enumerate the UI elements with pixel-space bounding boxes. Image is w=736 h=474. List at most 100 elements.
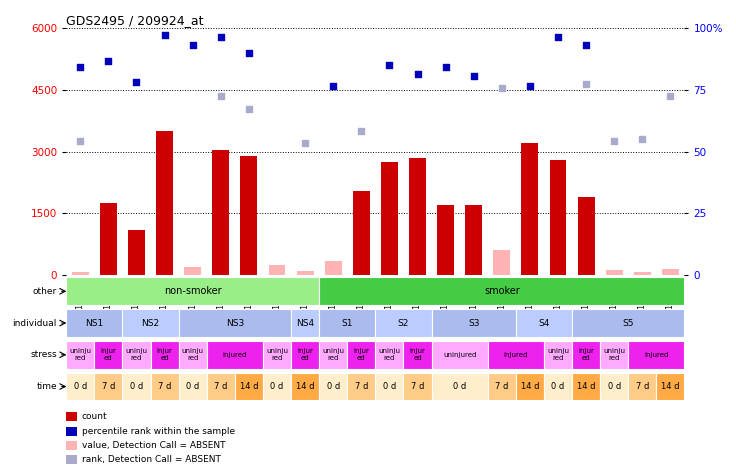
FancyBboxPatch shape xyxy=(488,373,516,401)
Text: uninju
red: uninju red xyxy=(182,348,204,361)
Text: count: count xyxy=(82,412,107,421)
Point xyxy=(74,64,86,71)
FancyBboxPatch shape xyxy=(572,341,600,369)
Bar xyxy=(606,270,623,275)
Text: rank, Detection Call = ABSENT: rank, Detection Call = ABSENT xyxy=(82,455,221,464)
Text: 0 d: 0 d xyxy=(186,382,199,391)
FancyBboxPatch shape xyxy=(179,373,207,401)
Text: 14 d: 14 d xyxy=(577,382,595,391)
Bar xyxy=(213,150,229,275)
FancyBboxPatch shape xyxy=(319,309,375,337)
Text: smoker: smoker xyxy=(484,286,520,296)
Point xyxy=(328,82,339,90)
Text: 0 d: 0 d xyxy=(551,382,565,391)
Text: uninju
red: uninju red xyxy=(322,348,344,361)
Point xyxy=(496,84,508,92)
Text: 14 d: 14 d xyxy=(661,382,679,391)
Text: 7 d: 7 d xyxy=(636,382,649,391)
FancyBboxPatch shape xyxy=(516,373,544,401)
Bar xyxy=(353,191,369,275)
Point xyxy=(215,33,227,40)
Point xyxy=(580,41,592,49)
Bar xyxy=(493,250,510,275)
Text: injur
ed: injur ed xyxy=(297,348,313,361)
FancyBboxPatch shape xyxy=(375,373,403,401)
Point xyxy=(159,31,171,38)
Text: S3: S3 xyxy=(468,319,479,328)
Text: 14 d: 14 d xyxy=(240,382,258,391)
FancyBboxPatch shape xyxy=(291,373,319,401)
Text: uninju
red: uninju red xyxy=(126,348,147,361)
Bar xyxy=(381,162,398,275)
FancyBboxPatch shape xyxy=(347,373,375,401)
Text: uninju
red: uninju red xyxy=(69,348,91,361)
Bar xyxy=(66,427,77,436)
Text: value, Detection Call = ABSENT: value, Detection Call = ABSENT xyxy=(82,441,225,450)
FancyBboxPatch shape xyxy=(235,373,263,401)
Text: injur
ed: injur ed xyxy=(578,348,594,361)
FancyBboxPatch shape xyxy=(319,341,347,369)
Bar xyxy=(66,455,77,464)
Text: NS2: NS2 xyxy=(141,319,160,328)
Text: injured: injured xyxy=(223,352,247,358)
FancyBboxPatch shape xyxy=(122,373,151,401)
Text: other: other xyxy=(32,287,57,296)
Point xyxy=(383,62,395,69)
Bar xyxy=(269,264,286,275)
Bar xyxy=(241,156,258,275)
FancyBboxPatch shape xyxy=(122,309,179,337)
Point xyxy=(243,105,255,112)
Point xyxy=(439,64,451,71)
FancyBboxPatch shape xyxy=(122,341,151,369)
Point xyxy=(468,72,480,80)
FancyBboxPatch shape xyxy=(488,341,544,369)
Bar xyxy=(156,131,173,275)
Bar xyxy=(128,230,145,275)
Text: NS4: NS4 xyxy=(296,319,314,328)
FancyBboxPatch shape xyxy=(347,341,375,369)
FancyBboxPatch shape xyxy=(600,373,629,401)
Point xyxy=(665,92,676,100)
Point xyxy=(215,92,227,100)
Point xyxy=(637,136,648,143)
FancyBboxPatch shape xyxy=(544,373,572,401)
FancyBboxPatch shape xyxy=(403,341,431,369)
Text: 7 d: 7 d xyxy=(495,382,509,391)
Text: 7 d: 7 d xyxy=(355,382,368,391)
FancyBboxPatch shape xyxy=(179,309,291,337)
FancyBboxPatch shape xyxy=(94,373,122,401)
FancyBboxPatch shape xyxy=(375,341,403,369)
Text: 0 d: 0 d xyxy=(74,382,87,391)
Text: S1: S1 xyxy=(342,319,353,328)
FancyBboxPatch shape xyxy=(66,341,94,369)
FancyBboxPatch shape xyxy=(431,309,516,337)
Point xyxy=(580,80,592,88)
Point xyxy=(355,128,367,135)
Text: time: time xyxy=(36,382,57,391)
Point xyxy=(130,78,142,86)
FancyBboxPatch shape xyxy=(207,341,263,369)
Text: 7 d: 7 d xyxy=(158,382,171,391)
FancyBboxPatch shape xyxy=(431,341,488,369)
FancyBboxPatch shape xyxy=(94,341,122,369)
Bar xyxy=(550,160,567,275)
Bar xyxy=(522,144,538,275)
Bar xyxy=(325,261,342,275)
FancyBboxPatch shape xyxy=(207,373,235,401)
FancyBboxPatch shape xyxy=(263,373,291,401)
Bar xyxy=(297,271,314,275)
FancyBboxPatch shape xyxy=(403,373,431,401)
Bar xyxy=(184,267,201,275)
Text: uninju
red: uninju red xyxy=(266,348,288,361)
FancyBboxPatch shape xyxy=(375,309,431,337)
Bar xyxy=(662,269,679,275)
Point xyxy=(74,137,86,145)
Text: S4: S4 xyxy=(538,319,550,328)
FancyBboxPatch shape xyxy=(629,373,657,401)
Bar xyxy=(409,158,426,275)
Text: injur
ed: injur ed xyxy=(100,348,116,361)
FancyBboxPatch shape xyxy=(66,309,122,337)
Text: 0 d: 0 d xyxy=(608,382,621,391)
Text: S5: S5 xyxy=(623,319,634,328)
Text: 14 d: 14 d xyxy=(296,382,314,391)
